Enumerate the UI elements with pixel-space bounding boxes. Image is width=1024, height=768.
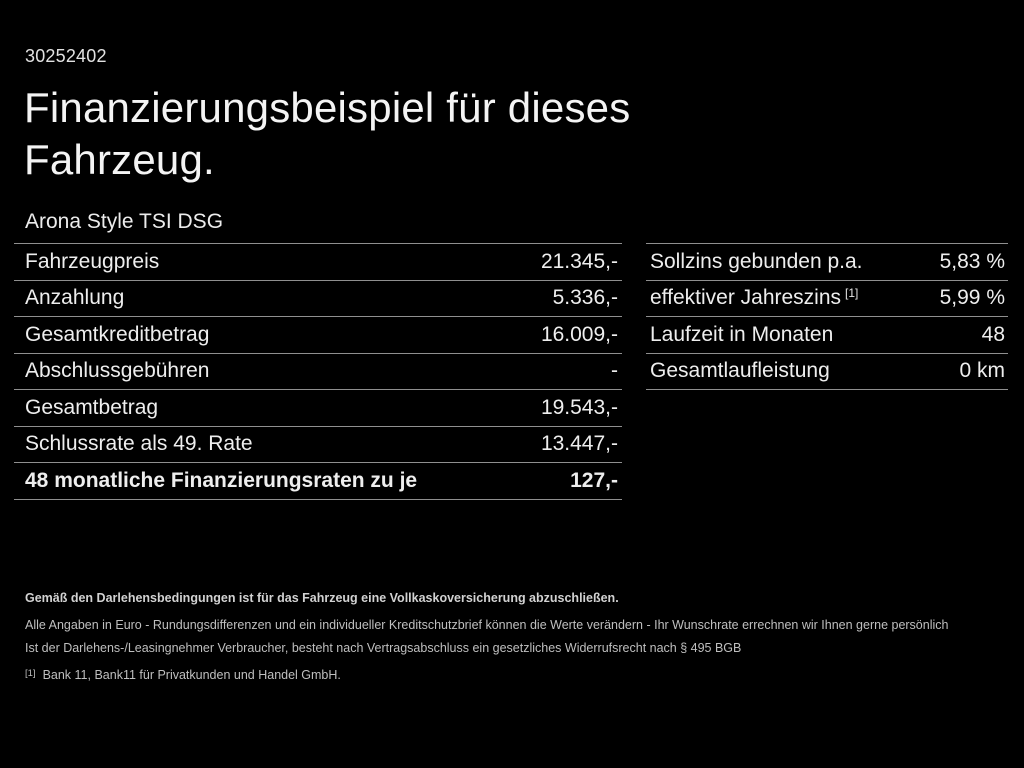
row-value: 13.447,- xyxy=(540,432,618,456)
row-value: 127,- xyxy=(570,468,618,492)
row-label: Gesamtbetrag xyxy=(25,395,159,419)
table-row-laufzeit: Laufzeit in Monaten 48 xyxy=(646,316,1008,353)
financing-table-right: Sollzins gebunden p.a. 5,83 % effektiver… xyxy=(646,243,1008,390)
page-title: Finanzierungsbeispiel für dieses Fahrzeu… xyxy=(24,84,631,183)
row-label: Gesamtkreditbetrag xyxy=(25,322,210,346)
row-value: 21.345,- xyxy=(540,249,618,273)
table-row-fahrzeugpreis: Fahrzeugpreis 21.345,- xyxy=(14,243,622,280)
vehicle-model-name: Arona Style TSI DSG xyxy=(25,210,224,233)
row-value: 5,99 % xyxy=(939,286,1005,310)
bank-footnote: [1] Bank 11, Bank11 für Privatkunden und … xyxy=(25,666,1015,683)
table-row-schlussrate: Schlussrate als 49. Rate 13.447,- xyxy=(14,425,622,463)
row-label: Sollzins gebunden p.a. xyxy=(650,249,863,273)
withdrawal-right-note: Ist der Darlehens-/Leasingnehmer Verbrau… xyxy=(25,641,742,655)
row-value: 16.009,- xyxy=(540,322,618,346)
row-label: Anzahlung xyxy=(25,286,125,310)
table-row-anzahlung: Anzahlung 5.336,- xyxy=(14,279,622,317)
row-value: 0 km xyxy=(959,359,1005,383)
row-value: 5,83 % xyxy=(939,249,1005,273)
table-row-effektiver-jahreszins: effektiver Jahreszins [1] 5,99 % xyxy=(646,279,1008,317)
row-value: 48 xyxy=(981,322,1005,346)
offer-number: 30252402 xyxy=(25,46,107,66)
table-row-gesamtlaufleistung: Gesamtlaufleistung 0 km xyxy=(646,352,1008,390)
disclaimer-line: Alle Angaben in Euro - Rundungsdifferenz… xyxy=(25,618,949,632)
table-row-abschlussgebuehren: Abschlussgebühren - xyxy=(14,352,622,390)
table-row-gesamtbetrag: Gesamtbetrag 19.543,- xyxy=(14,389,622,426)
footnote-text: Bank 11, Bank11 für Privatkunden und Han… xyxy=(42,668,341,682)
row-label: 48 monatliche Finanzierungsraten zu je xyxy=(25,468,418,492)
footnote-reference: [1] xyxy=(845,286,859,301)
row-label: Fahrzeugpreis xyxy=(25,249,160,273)
table-row-sollzins: Sollzins gebunden p.a. 5,83 % xyxy=(646,243,1008,280)
row-label: Schlussrate als 49. Rate xyxy=(25,432,253,456)
footnote-marker: [1] xyxy=(25,668,36,679)
row-label: Abschlussgebühren xyxy=(25,359,210,383)
legal-footer: Gemäß den Darlehensbedingungen ist für d… xyxy=(25,591,1015,683)
row-value: 5.336,- xyxy=(552,286,618,310)
row-value: 19.543,- xyxy=(540,395,618,419)
insurance-requirement-note: Gemäß den Darlehensbedingungen ist für d… xyxy=(25,591,619,605)
table-row-monatsrate: 48 monatliche Finanzierungsraten zu je 1… xyxy=(14,462,622,499)
row-label: effektiver Jahreszins [1] xyxy=(650,286,859,310)
financing-table-left: Fahrzeugpreis 21.345,- Anzahlung 5.336,-… xyxy=(14,243,622,500)
row-label: Gesamtlaufleistung xyxy=(650,359,830,383)
row-value: - xyxy=(611,359,618,383)
row-label: Laufzeit in Monaten xyxy=(650,322,834,346)
table-row-gesamtkreditbetrag: Gesamtkreditbetrag 16.009,- xyxy=(14,316,622,353)
